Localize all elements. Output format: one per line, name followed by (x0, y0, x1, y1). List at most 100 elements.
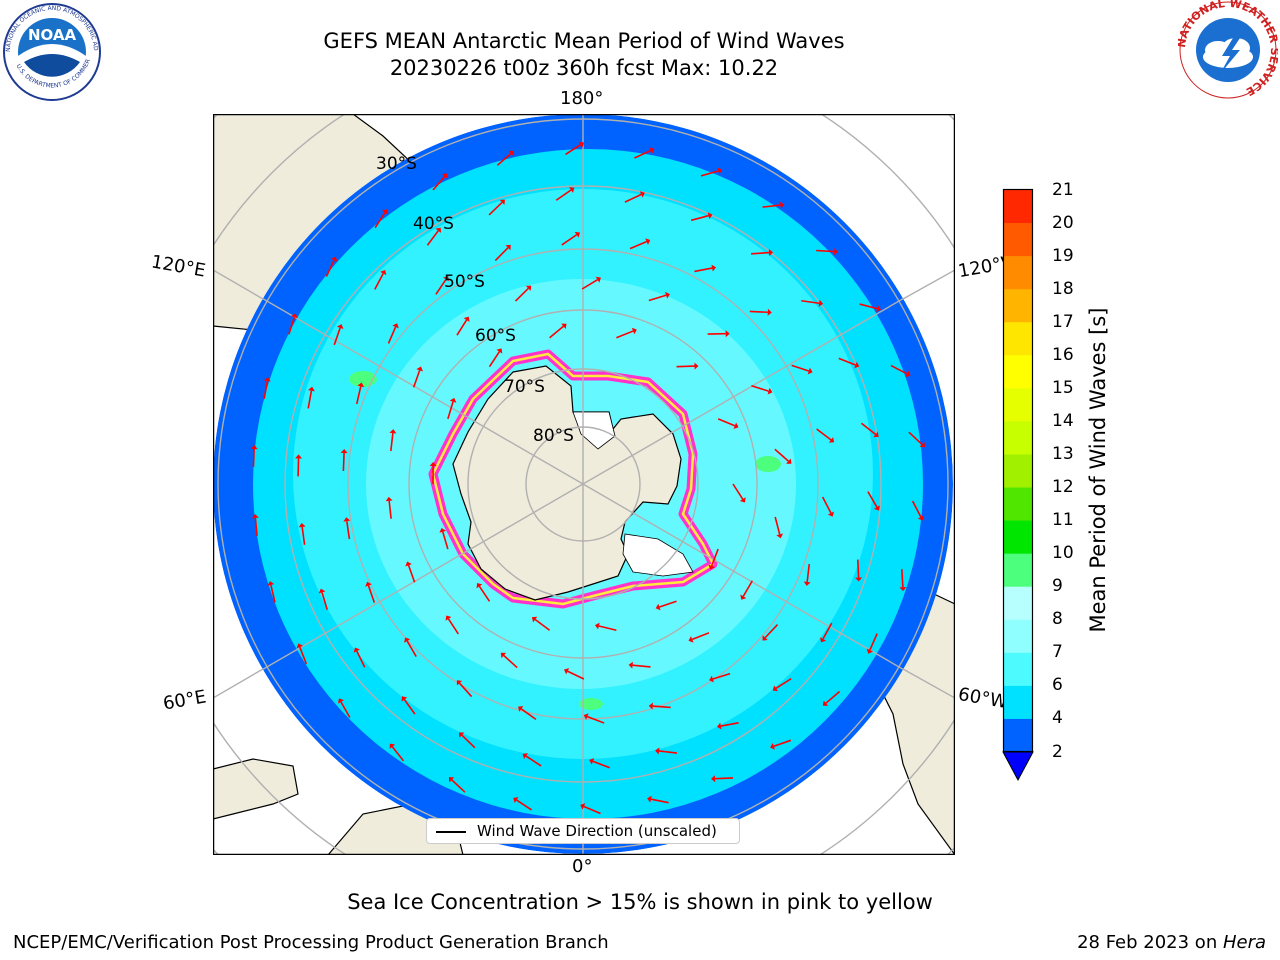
wind-wave-arrow-shaft (516, 799, 533, 811)
wind-wave-arrow-shaft (565, 143, 582, 156)
wind-wave-arrow-head (827, 511, 835, 517)
footer-date-text: 28 Feb 2023 on (1077, 932, 1223, 953)
wind-wave-arrow-head (767, 308, 772, 316)
wind-wave-arrow-shaft (859, 303, 878, 310)
wind-wave-arrow-shaft (773, 739, 792, 748)
colorbar-ticks: 2 4 6 7 8 9 10 11 12 13 14 15 16 17 18 19 20 21 (1052, 180, 1092, 770)
wind-wave-arrow-head (295, 454, 303, 459)
graticule-outer (213, 114, 955, 855)
wind-wave-arrow-shaft (700, 170, 719, 177)
wind-wave-arrow-shaft (908, 431, 923, 446)
lon-label-180: 180° (560, 88, 604, 109)
wind-wave-arrow-shaft (388, 500, 392, 519)
wind-wave-arrow-shaft (816, 249, 835, 253)
wind-wave-arrow-shaft (374, 212, 386, 229)
wind-wave-arrow-head (855, 577, 863, 582)
wind-wave-arrow-head (739, 497, 746, 503)
ocean-period-9-10 (349, 371, 377, 387)
wind-wave-arrow-head (525, 285, 532, 291)
wind-wave-arrow-head (803, 581, 811, 586)
wind-wave-arrow-shaft (774, 516, 781, 535)
wind-wave-arrow-head (707, 212, 713, 220)
wind-wave-arrow-head (725, 330, 730, 338)
wind-wave-arrow-shaft (514, 287, 529, 302)
wind-wave-arrow-shaft (456, 319, 468, 336)
wind-wave-arrow-shaft (458, 682, 473, 698)
wind-wave-arrow-shaft (581, 279, 598, 290)
lon-label-0: 0° (572, 856, 593, 877)
wind-wave-arrow-head (631, 327, 637, 335)
wind-wave-arrow-shaft (658, 750, 678, 754)
wind-wave-arrow-head (385, 496, 393, 502)
wind-wave-arrow-shaft (791, 364, 810, 372)
wind-wave-arrow-shaft (587, 715, 605, 724)
lat-label-50s: 50°S (444, 272, 485, 292)
wind-wave-arrow-head (380, 269, 387, 276)
wind-wave-arrow-head (807, 367, 813, 375)
wind-wave-arrow-shaft (598, 625, 617, 632)
wind-wave-arrow-head (456, 680, 463, 686)
wind-wave-arrow-shaft (869, 633, 878, 651)
wind-wave-arrow-shaft (583, 805, 601, 815)
colorbar-tick-9: 9 (1052, 576, 1063, 597)
wind-wave-arrow-head (833, 248, 839, 256)
wind-wave-arrow-head (449, 397, 457, 403)
antarctic-map: 30°S 40°S 50°S 60°S 70°S 80°S (213, 114, 955, 855)
wind-wave-arrow-shaft (632, 664, 651, 668)
wind-wave-arrow-shaft (751, 251, 770, 255)
wind-wave-arrow-head (401, 696, 408, 702)
wind-wave-arrow-head (463, 316, 470, 322)
ocean-period-9-10 (755, 456, 781, 472)
wind-wave-arrow-shaft (435, 278, 447, 295)
meridians (213, 114, 953, 854)
wind-wave-arrow-head (717, 167, 723, 175)
wind-wave-arrow-shaft (710, 548, 719, 567)
wind-wave-arrow-shaft (742, 580, 754, 597)
legend-line-icon (436, 831, 466, 833)
svg-text:NOAA: NOAA (28, 26, 77, 44)
colorbar-bin-8-9 (1003, 586, 1033, 620)
colorbar-tick-15: 15 (1052, 377, 1074, 398)
wind-wave-arrow-head (665, 291, 670, 299)
wind-wave-arrow-shaft (659, 600, 677, 608)
wind-wave-arrow-shaft (648, 294, 667, 302)
wind-wave-arrow-head (768, 249, 774, 257)
wind-wave-arrow-head (337, 698, 344, 704)
map-title: GEFS MEAN Antarctic Mean Period of Wind … (323, 29, 845, 53)
sea-ice-note: Sea Ice Concentration > 15% is shown in … (347, 890, 933, 914)
wind-wave-arrow-head (439, 527, 447, 533)
wind-wave-arrow-head (499, 199, 505, 205)
wind-wave-arrow-shaft (447, 401, 454, 420)
wind-wave-arrow-shaft (650, 798, 669, 804)
wind-wave-arrow-shaft (520, 708, 537, 721)
wind-wave-arrow-head (298, 522, 306, 528)
colorbar-bin-12-13 (1003, 453, 1033, 488)
wind-wave-arrow-head (382, 209, 388, 215)
wind-wave-arrow-shaft (412, 370, 421, 388)
wind-wave-arrow-head (365, 581, 372, 587)
wind-wave-arrow-head (405, 561, 412, 567)
wind-wave-arrow-shaft (691, 632, 710, 641)
wind-wave-arrow-head (647, 795, 652, 803)
wind-wave-arrow-shaft (890, 364, 908, 375)
wind-wave-arrow-shaft (407, 565, 416, 583)
wind-wave-arrow-head (522, 753, 528, 760)
colorbar-tick-14: 14 (1052, 410, 1074, 431)
wind-wave-arrow-shaft (488, 201, 503, 216)
wind-wave-arrow-shaft (901, 569, 904, 588)
colorbar-bin-16-17 (1003, 321, 1033, 356)
wind-wave-arrow-head (353, 647, 360, 653)
wind-wave-arrow-shaft (346, 521, 351, 540)
wind-wave-arrow-head (819, 637, 827, 643)
wind-wave-arrows (250, 141, 925, 815)
colorbar-tick-13: 13 (1052, 443, 1074, 464)
wind-wave-arrow-head (688, 636, 694, 643)
wind-wave-arrow-shaft (762, 204, 781, 208)
wind-wave-arrow-head (500, 652, 507, 659)
wind-wave-arrow-shaft (321, 592, 328, 610)
wind-wave-arrow-shaft (616, 330, 634, 339)
wind-wave-arrow-head (505, 244, 511, 251)
wind-wave-arrow-head (318, 588, 326, 594)
legend-label: Wind Wave Direction (unscaled) (477, 822, 717, 840)
